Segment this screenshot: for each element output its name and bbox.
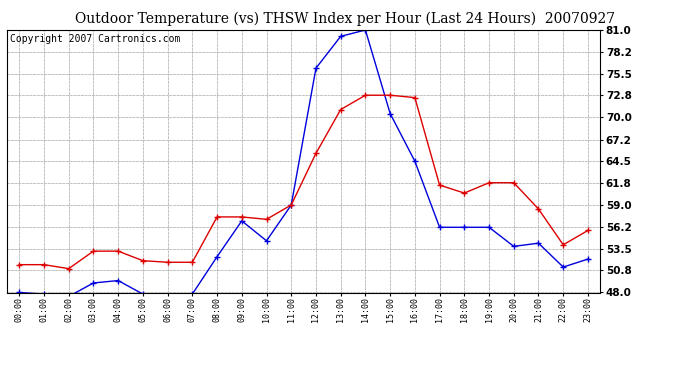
Text: Copyright 2007 Cartronics.com: Copyright 2007 Cartronics.com xyxy=(10,34,180,44)
Text: Outdoor Temperature (vs) THSW Index per Hour (Last 24 Hours)  20070927: Outdoor Temperature (vs) THSW Index per … xyxy=(75,11,615,26)
